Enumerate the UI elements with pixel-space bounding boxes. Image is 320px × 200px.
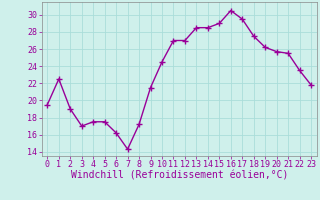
X-axis label: Windchill (Refroidissement éolien,°C): Windchill (Refroidissement éolien,°C) [70, 171, 288, 181]
